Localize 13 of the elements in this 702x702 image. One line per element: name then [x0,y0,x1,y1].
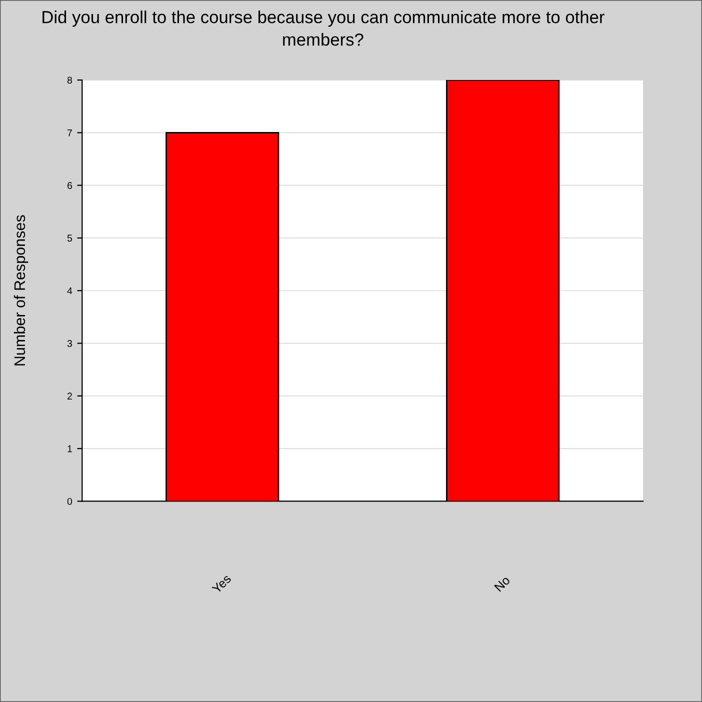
y-tick-label: 1 [68,445,72,452]
y-tick-label: 0 [67,498,72,505]
x-tick-label: Yes [212,574,232,594]
y-tick-label: 5 [67,234,72,242]
y-tick-label: 4 [67,287,72,294]
x-tick-label: No [494,575,510,592]
y-tick-label: 8 [67,76,72,84]
chart-title: Did you enroll to the course because you can communicate more to other members? [42,10,604,46]
y-axis-title: Number of Responses [14,215,28,366]
y-tick-label: 6 [68,182,72,189]
y-tick-label: 3 [67,340,72,347]
y-tick-label: 7 [68,130,72,136]
y-tick-label: 2 [67,392,72,400]
